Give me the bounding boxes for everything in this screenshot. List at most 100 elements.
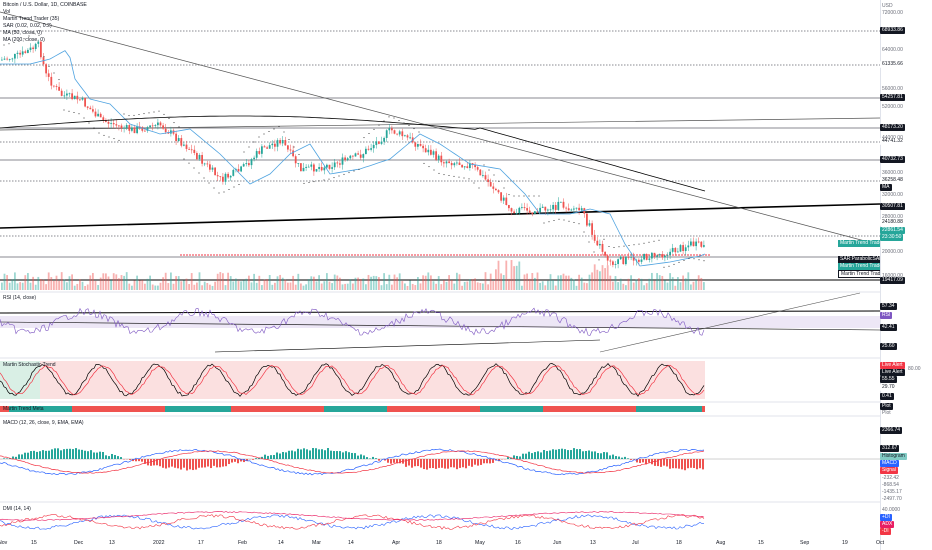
sar-dot (143, 113, 145, 115)
volume-bar (190, 273, 193, 290)
stoch-pane-title[interactable]: Martin Stochastic Trend (3, 362, 56, 368)
volume-bar (92, 272, 94, 290)
macd-bar (351, 452, 353, 459)
volume-bar (219, 272, 222, 290)
legend-ma50[interactable]: MA (50, close, 0) (3, 30, 42, 36)
rsi-trendline-3 (214, 339, 601, 353)
volume-bar (3, 273, 6, 290)
macd-bar (60, 450, 62, 459)
macd-bar (627, 458, 629, 459)
meta-cell (444, 406, 447, 412)
meta-cell (639, 406, 642, 412)
meta-cell (543, 406, 546, 412)
volume-bar (172, 283, 175, 290)
rsi-line (0, 307, 705, 336)
legend-sar[interactable]: SAR (0.02, 0.02, 0.2) (3, 23, 52, 29)
legend-ma200[interactable]: MA (200, close, 0) (3, 37, 45, 43)
sar-dot (348, 172, 350, 174)
candle (549, 209, 552, 211)
sar-dot (668, 265, 670, 267)
macd-bar (387, 459, 389, 463)
macd-bar (405, 459, 407, 467)
candle (703, 245, 705, 247)
volume-bar (310, 276, 313, 290)
macd-histogram (0, 448, 704, 471)
volume-bar (627, 278, 630, 290)
meta-cell (261, 406, 264, 412)
candle (599, 243, 601, 246)
meta-cell (366, 406, 369, 412)
volume-bar (11, 279, 14, 290)
macd-bar (39, 451, 41, 459)
legend-martin[interactable]: Martin Trend Trader (35) (3, 16, 60, 22)
candle (68, 93, 71, 95)
volume-bar (300, 283, 302, 290)
macd-bar (342, 452, 344, 459)
meta-cell (138, 406, 141, 412)
candle (357, 153, 359, 155)
meta-cell (324, 406, 327, 412)
volume-bar (554, 285, 557, 290)
volume-bar (76, 283, 79, 290)
candle (523, 207, 526, 209)
sar-dot (318, 180, 320, 182)
rsi-tag: RSI (880, 312, 893, 319)
meta-cell (36, 406, 39, 412)
time-label: 15 (31, 540, 37, 546)
meta-cell (531, 406, 534, 412)
candle (232, 169, 235, 176)
sar-dot (268, 131, 270, 132)
sar-dot (688, 257, 690, 259)
meta-cell (465, 406, 468, 412)
candle (107, 121, 110, 124)
macd-bar (582, 451, 584, 459)
macd-bar (345, 451, 347, 459)
macd-bar (399, 459, 401, 464)
volume-bar (365, 284, 367, 290)
candle (203, 163, 206, 165)
legend-vol[interactable]: Vol (3, 9, 11, 15)
sar-dot (448, 175, 450, 176)
rsi-pane-title[interactable]: RSI (14, close) (3, 295, 37, 301)
candle (497, 190, 500, 193)
macd-bar (330, 450, 332, 459)
macd-bar (366, 457, 368, 459)
meta-cell (225, 406, 228, 412)
sar-dot (458, 176, 460, 178)
meta-cell (540, 406, 543, 412)
macd-bar (12, 456, 14, 459)
meta-cell (258, 406, 261, 412)
sar-dot (528, 195, 530, 197)
symbol-title[interactable]: Bitcoin / U.S. Dollar, 1D, COINBASE (3, 2, 87, 8)
time-label: 14 (278, 540, 284, 546)
sar-dot (138, 114, 140, 115)
meta-cell (549, 406, 552, 412)
meta-pane-title[interactable]: Martin Trend Meta (3, 406, 44, 412)
candle (656, 255, 658, 257)
volume-bar (167, 283, 170, 290)
sar-dot (673, 263, 675, 265)
macd-pane-title[interactable]: MACD (12, 26, close, 9, EMA, EMA) (3, 420, 84, 426)
support-trendline[interactable] (0, 203, 881, 229)
candle (8, 59, 11, 60)
macd-bar (324, 450, 326, 459)
volume-bar (110, 280, 112, 290)
macd-bar (696, 459, 698, 470)
time-label: 18 (676, 540, 682, 546)
volume-bar (552, 280, 554, 290)
candle (305, 166, 307, 168)
volume-bar (536, 272, 539, 290)
resistance-trendline-1[interactable] (0, 11, 881, 246)
time-label: Dec (74, 540, 84, 546)
dmi-pane-title[interactable]: DMI (14, 14) (3, 506, 31, 512)
volume-bar (45, 284, 47, 290)
macd-bar (528, 451, 530, 459)
candle (396, 133, 398, 135)
volume-bar (591, 272, 593, 290)
volume-bar (508, 278, 510, 290)
sar-dot (488, 169, 490, 171)
time-label: 18 (436, 540, 442, 546)
tick-72000: 72000.00 (882, 10, 903, 16)
meta-cell (267, 406, 270, 412)
